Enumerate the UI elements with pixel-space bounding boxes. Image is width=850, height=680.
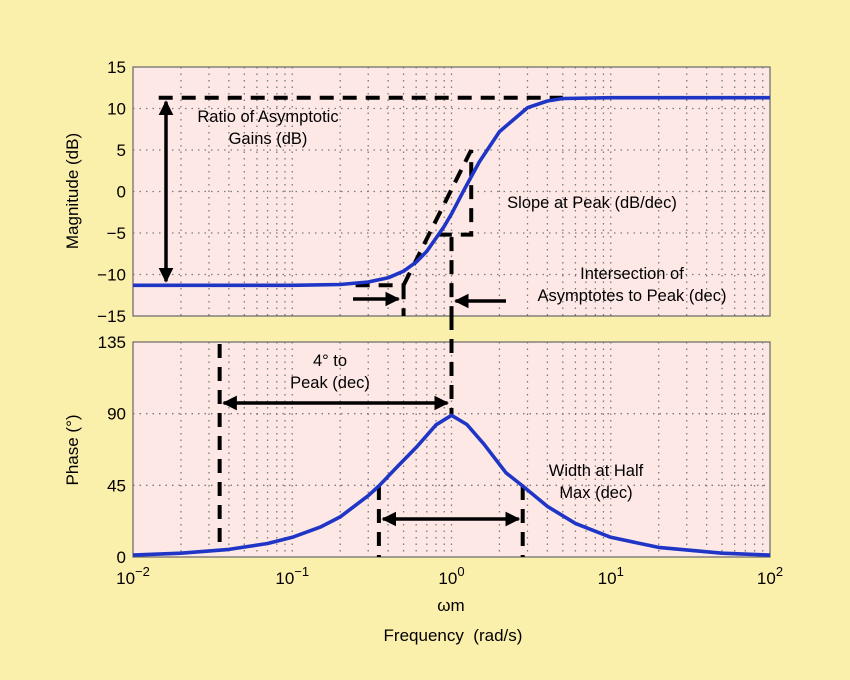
phase-y-tick-label: 0 bbox=[117, 548, 126, 567]
half-max-width-label: Width at Half Max (dec) bbox=[549, 462, 644, 502]
magnitude-annotations: Ratio of Asymptotic Gains (dB) Slope at Pe… bbox=[158, 100, 727, 309]
x-tick-label: 101 bbox=[598, 564, 624, 588]
phase-y-tick-label: 90 bbox=[107, 405, 126, 424]
phase-y-tick-label: 135 bbox=[98, 333, 126, 352]
magnitude-y-tick-label: 5 bbox=[117, 141, 126, 160]
intersection-label: Intersection of Asymptotes to Peak (dec) bbox=[538, 265, 727, 305]
phase-series-line bbox=[132, 413, 771, 557]
magnitude-y-tick-label: 0 bbox=[117, 183, 126, 202]
x-tick-label: 10−1 bbox=[275, 564, 309, 588]
magnitude-y-tick-label: −5 bbox=[107, 224, 126, 243]
phase-markers bbox=[217, 316, 525, 557]
magnitude-y-ticks: 15 10 5 0 −5 −10 −15 bbox=[97, 58, 126, 326]
x-tick-label: 102 bbox=[757, 564, 783, 588]
magnitude-series-line bbox=[133, 95, 770, 288]
slope-at-peak-label: Slope at Peak (dB/dec) bbox=[507, 194, 677, 212]
slope-triangle bbox=[437, 150, 474, 237]
magnitude-y-tick-label: −15 bbox=[97, 307, 126, 326]
phase-panel: 135 90 45 0 Phase (°) 4° to Peak (dec) Width … bbox=[63, 316, 771, 567]
four-degree-label: 4° to Peak (dec) bbox=[290, 352, 370, 392]
x-tick-label: 10−2 bbox=[116, 564, 150, 588]
phase-y-tick-label: 45 bbox=[107, 476, 126, 495]
magnitude-y-axis-label: Magnitude (dB) bbox=[63, 133, 82, 249]
phase-y-ticks: 135 90 45 0 bbox=[98, 333, 126, 567]
magnitude-y-tick-label: 10 bbox=[107, 100, 126, 119]
magnitude-y-tick-label: −10 bbox=[97, 266, 126, 285]
x-axis-label-frequency: Frequency (rad/s) bbox=[384, 626, 523, 645]
phase-annotations: 4° to Peak (dec) Width at Half Max (dec) bbox=[222, 352, 644, 527]
x-axis-label-omega: ωm bbox=[437, 596, 464, 615]
x-tick-label: 100 bbox=[438, 564, 464, 588]
phase-y-axis-label: Phase (°) bbox=[63, 414, 82, 485]
magnitude-y-tick-label: 15 bbox=[107, 58, 126, 77]
x-tick-labels: 10−2 10−1 100 101 102 bbox=[116, 564, 783, 588]
gain-ratio-label: Ratio of Asymptotic Gains (dB) bbox=[197, 108, 338, 148]
magnitude-panel: 15 10 5 0 −5 −10 −15 Magnitude (dB) Ratio of A… bbox=[63, 58, 771, 326]
